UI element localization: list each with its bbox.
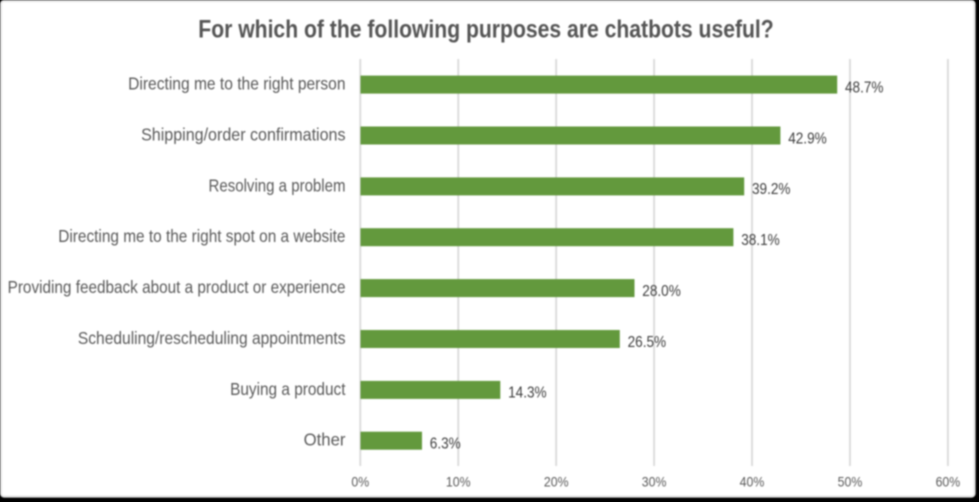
svg-text:39.2%: 39.2% <box>752 181 791 198</box>
svg-text:0%: 0% <box>351 474 369 490</box>
svg-text:26.5%: 26.5% <box>628 334 667 351</box>
svg-text:50%: 50% <box>838 474 863 490</box>
svg-text:10%: 10% <box>446 474 471 490</box>
svg-text:Other: Other <box>304 429 346 450</box>
svg-text:Resolving a problem: Resolving a problem <box>209 175 346 196</box>
svg-text:Directing me to the right spot: Directing me to the right spot on a webs… <box>58 226 345 246</box>
svg-text:30%: 30% <box>642 474 667 490</box>
svg-text:20%: 20% <box>544 474 569 490</box>
svg-text:60%: 60% <box>936 474 961 490</box>
svg-text:38.1%: 38.1% <box>741 232 780 249</box>
svg-text:Shipping/order confirmations: Shipping/order confirmations <box>141 125 345 145</box>
svg-text:14.3%: 14.3% <box>508 385 547 402</box>
svg-text:42.9%: 42.9% <box>788 130 827 147</box>
svg-text:For which of the following pur: For which of the following purposes are … <box>198 15 773 43</box>
svg-text:28.0%: 28.0% <box>642 283 681 300</box>
svg-text:Scheduling/rescheduling appoin: Scheduling/rescheduling appointments <box>78 328 346 348</box>
svg-text:48.7%: 48.7% <box>845 79 884 96</box>
svg-text:Buying a product: Buying a product <box>230 379 346 399</box>
svg-text:40%: 40% <box>740 474 765 490</box>
svg-text:Directing me to the right pers: Directing me to the right person <box>128 74 345 94</box>
svg-text:Providing feedback about a pro: Providing feedback about a product or ex… <box>8 277 346 297</box>
svg-text:6.3%: 6.3% <box>430 436 461 453</box>
